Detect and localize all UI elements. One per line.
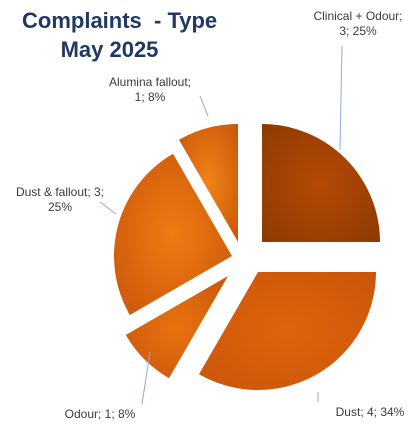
- data-label-dust: Dust; 4; 34%: [336, 405, 405, 419]
- chart-subtitle: May 2025: [60, 37, 159, 62]
- data-label-clinical-odour: Clinical + Odour; 3; 25%: [313, 9, 402, 38]
- pie-slice-dust-fallout: [113, 153, 232, 315]
- data-label-dust-fallout: Dust & fallout; 3; 25%: [16, 185, 104, 214]
- leader-line: [141, 351, 151, 405]
- pie-slice-clinical-odour: [262, 124, 380, 242]
- data-label-odour: Odour; 1; 8%: [65, 407, 136, 421]
- leader-line: [99, 201, 117, 215]
- data-label-alumina-fallout: Alumina fallout; 1; 8%: [109, 75, 191, 104]
- leader-line: [339, 45, 343, 151]
- pie-slice-odour: [125, 276, 228, 379]
- leader-line: [199, 95, 209, 117]
- pie-slice-alumina-fallout: [179, 124, 238, 242]
- pie-slice-dust: [199, 272, 376, 391]
